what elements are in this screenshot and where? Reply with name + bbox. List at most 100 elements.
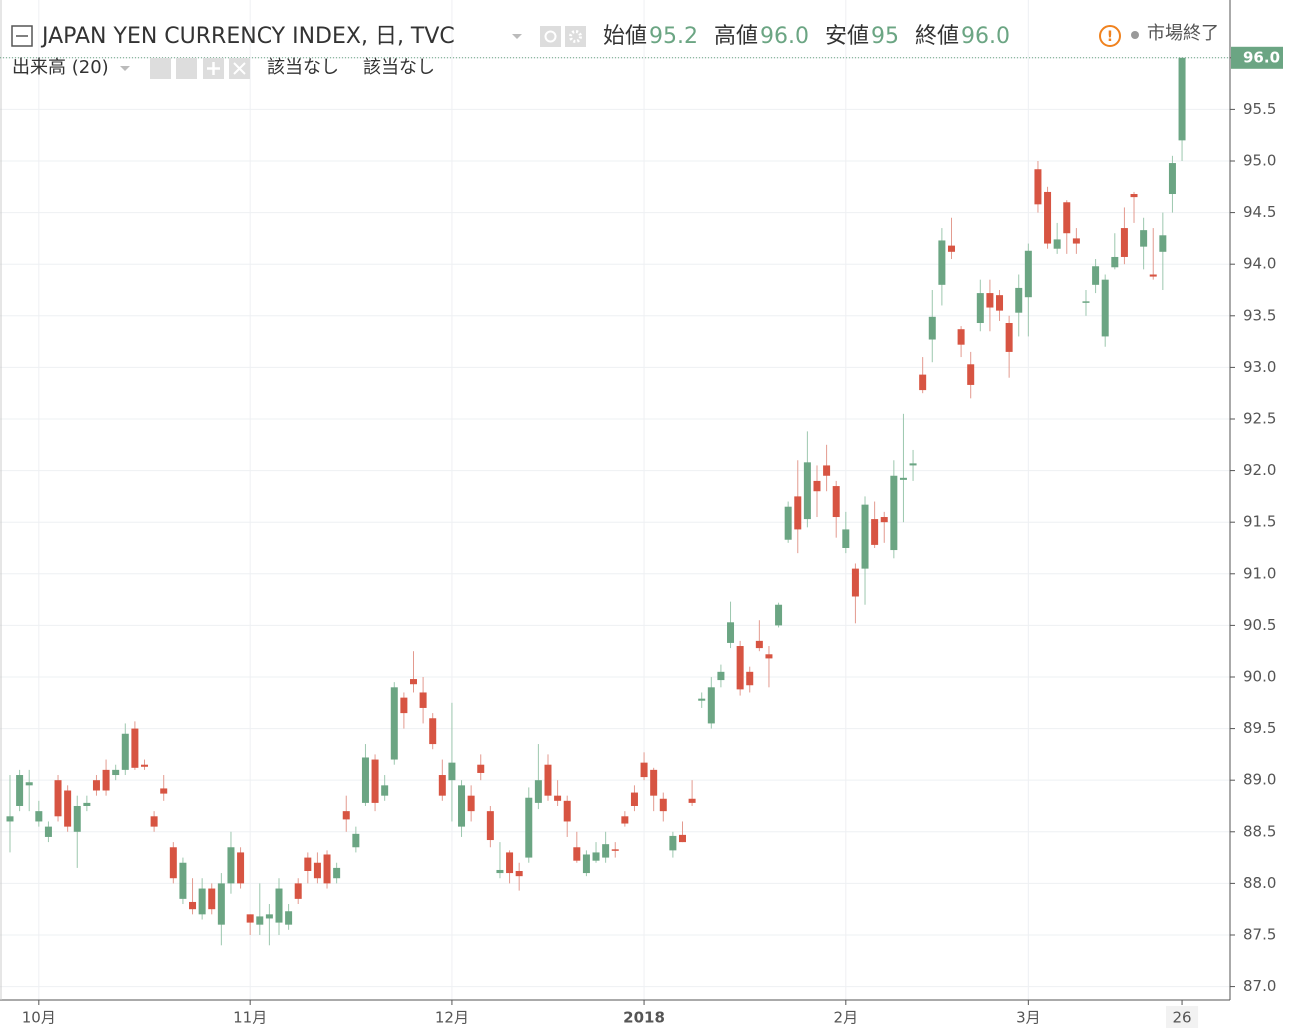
dropdown-arrow[interactable] (120, 66, 130, 71)
candle-body (794, 496, 802, 530)
candle-body (1111, 256, 1119, 268)
candle-body (83, 802, 91, 806)
x-tick-label: 11月 (233, 1009, 267, 1027)
legend-name: 終値 (915, 24, 959, 49)
candle-body (967, 364, 975, 385)
candle-body (563, 800, 571, 822)
x-tick-label: 12月 (435, 1009, 469, 1027)
candle-body (140, 764, 148, 767)
y-tick-label: 94.0 (1243, 255, 1276, 273)
candle-body (361, 757, 369, 803)
candle-body (285, 911, 293, 925)
candle-body (1024, 250, 1032, 298)
candle-body (1140, 230, 1148, 247)
y-tick-label: 88.0 (1243, 874, 1276, 892)
y-tick-label: 91.0 (1243, 564, 1276, 582)
candle-body (54, 780, 62, 817)
candle-body (506, 852, 514, 874)
eye-icon[interactable] (540, 26, 561, 47)
candle-body (275, 888, 283, 923)
candles (6, 57, 1186, 946)
candle-body (515, 871, 523, 877)
candle-body (909, 463, 917, 466)
candle-body (342, 811, 350, 820)
candle-body (1092, 266, 1100, 285)
candle-body (1130, 194, 1138, 198)
candle-body (112, 769, 120, 776)
settings-icon[interactable] (176, 58, 197, 79)
candle-body (256, 916, 264, 925)
candle-body (525, 797, 533, 858)
candle-body (438, 775, 446, 796)
legend-name: 始値 (603, 24, 647, 49)
settings-icon[interactable] (565, 26, 586, 47)
candle-body (928, 316, 936, 340)
eye-icon-glyph (544, 30, 557, 43)
collapse-icon[interactable] (11, 25, 33, 47)
legend-value: 96.0 (760, 24, 809, 49)
candle-body (121, 733, 129, 770)
y-tick-label: 90.0 (1243, 667, 1276, 685)
volume-value: 該当なし (363, 57, 435, 78)
x-tick-label: 26 (1173, 1009, 1192, 1027)
x-tick-label: 2018 (623, 1009, 665, 1027)
legend-value: 95 (871, 24, 899, 49)
candle-body (237, 852, 245, 884)
candle-body (1159, 235, 1167, 252)
candle-body (746, 671, 754, 686)
candle-body (611, 849, 619, 851)
candle-body (871, 519, 879, 545)
candle-body (650, 769, 658, 796)
candle-body (698, 698, 706, 701)
candle-body (727, 622, 735, 643)
dropdown-arrow[interactable] (512, 34, 522, 39)
chart-title: JAPAN YEN CURRENCY INDEX, 日, TVC (40, 24, 455, 49)
legend-name: 安値 (825, 24, 869, 49)
legend-name: 高値 (714, 24, 758, 49)
candle-body (678, 834, 686, 843)
candle-body (265, 914, 273, 919)
candle-body (458, 785, 466, 827)
y-tick-label: 90.5 (1243, 616, 1276, 634)
candle-body (813, 480, 821, 492)
candle-body (1149, 274, 1157, 277)
y-tick-label: 91.5 (1243, 513, 1276, 531)
candle-body (64, 790, 72, 827)
candle-body (16, 775, 24, 806)
candle-body (640, 762, 648, 778)
candle-body (313, 862, 321, 879)
candle-body (986, 293, 994, 308)
eye-icon[interactable] (150, 58, 171, 79)
candle-body (621, 816, 629, 824)
grid (0, 0, 1230, 1000)
candle-body (976, 293, 984, 324)
candle-body (486, 811, 494, 841)
candle-body (573, 847, 581, 861)
candle-body (890, 475, 898, 551)
candle-body (775, 604, 783, 626)
x-tick-label: 2月 (834, 1009, 859, 1027)
last-price-label: 96.0 (1243, 48, 1280, 66)
status-icon[interactable] (1099, 25, 1121, 47)
candle-body (304, 857, 312, 872)
candle-body (419, 692, 427, 708)
x-tick-label: 10月 (22, 1009, 56, 1027)
candle-body (534, 780, 542, 803)
candle-body (448, 762, 456, 781)
candle-body (707, 687, 715, 724)
close-icon-glyph (233, 62, 246, 75)
axes: 87.0 87.5 88.0 88.5 89.0 89.5 90.0 90.5 91.0 91.5… (0, 46, 1283, 1028)
candle-body (333, 867, 341, 879)
y-tick-label: 95.5 (1243, 100, 1276, 118)
status-dot (1131, 31, 1139, 39)
candle-body (1044, 191, 1052, 244)
candle-body (842, 529, 850, 548)
candle-body (73, 805, 81, 832)
y-tick-label: 89.5 (1243, 719, 1276, 737)
candle-body (736, 646, 744, 690)
candle-body (688, 798, 696, 803)
candle-body (400, 697, 408, 714)
candle-body (1168, 163, 1176, 195)
